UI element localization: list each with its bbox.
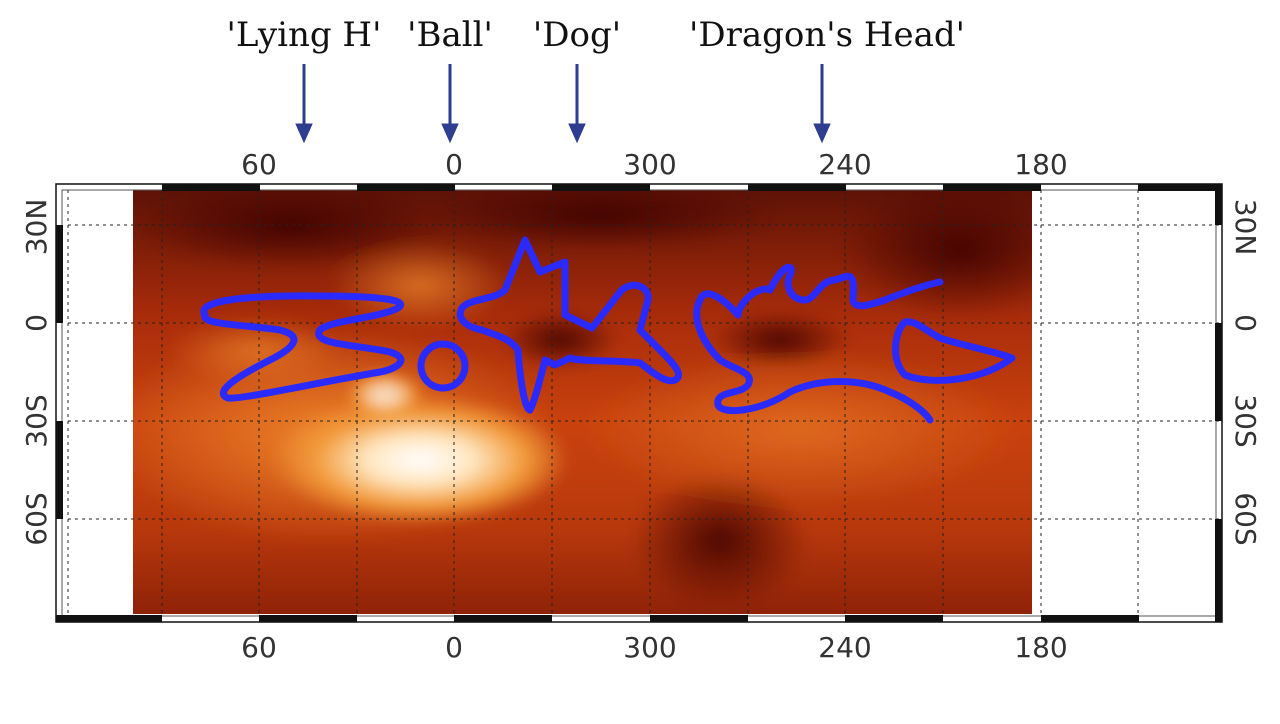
feature-label-ball: 'Ball' <box>407 15 493 55</box>
lying-h-outline <box>200 292 405 402</box>
lon-tick-bottom: 180 <box>1014 631 1067 664</box>
lat-tick-left: 0 <box>20 314 53 332</box>
lon-tick-top: 300 <box>623 148 676 181</box>
lat-tick-right: 30N <box>1229 199 1262 256</box>
lon-tick-top: 60 <box>241 148 277 181</box>
lat-tick-left: 30N <box>20 199 53 256</box>
lat-tick-right: 60S <box>1229 492 1262 545</box>
lon-tick-top: 180 <box>1014 148 1067 181</box>
lon-tick-bottom: 240 <box>818 631 871 664</box>
lat-tick-left: 30S <box>20 394 53 447</box>
arrows <box>295 64 831 144</box>
dragons-head-outline <box>693 290 934 424</box>
lon-tick-top: 240 <box>818 148 871 181</box>
feature-label-dog: 'Dog' <box>533 15 621 55</box>
lon-tick-top: 0 <box>445 148 463 181</box>
feature-outlines <box>200 236 1016 424</box>
map-frame <box>55 183 1223 623</box>
lon-tick-bottom: 0 <box>445 631 463 664</box>
feature-label-dragons-head: 'Dragon's Head' <box>689 15 965 55</box>
arrow-icon <box>813 64 831 144</box>
arrow-icon <box>295 64 313 144</box>
dragons-head-jaw <box>892 318 1016 384</box>
lon-tick-bottom: 60 <box>241 631 277 664</box>
lon-tick-bottom: 300 <box>623 631 676 664</box>
lat-tick-right: 30S <box>1229 394 1262 447</box>
graticule <box>67 190 1219 614</box>
feature-label-lying-h: 'Lying H' <box>227 15 382 55</box>
arrow-icon <box>568 64 586 144</box>
ball-outline <box>417 340 469 392</box>
arrow-icon <box>441 64 459 144</box>
lat-tick-left: 60S <box>20 492 53 545</box>
lat-tick-right: 0 <box>1229 314 1262 332</box>
dog-outline <box>456 236 682 414</box>
dragons-head-crest <box>734 263 944 319</box>
